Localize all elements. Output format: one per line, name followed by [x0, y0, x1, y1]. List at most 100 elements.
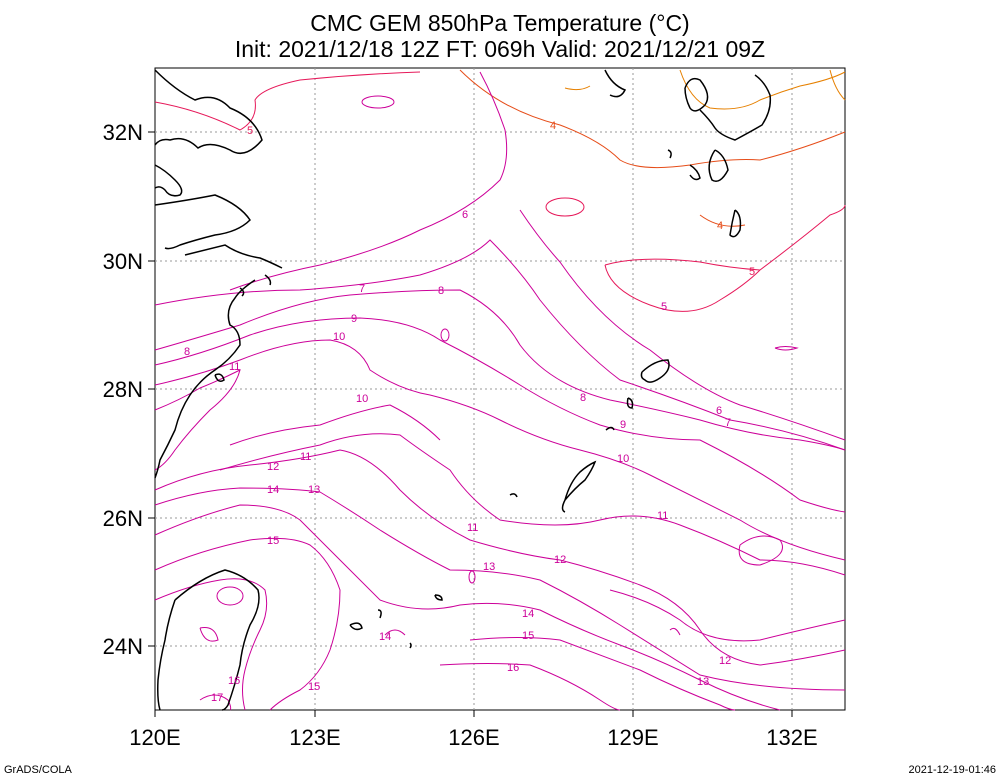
coast-island-a: [708, 149, 729, 182]
contour-label: 14: [522, 608, 534, 620]
contour-3-c: [829, 69, 846, 101]
lat-labels: 32N 30N 28N 26N 24N: [103, 120, 143, 659]
contour-label: 15: [522, 630, 534, 642]
contour-label: 13: [697, 676, 709, 688]
contour-label: 5: [661, 301, 667, 313]
temperature-contours: [154, 69, 846, 711]
coast-tokunoshima: [626, 397, 634, 409]
gridlines: [155, 68, 845, 710]
contour-label: 14: [267, 484, 279, 496]
contour-16-a: [154, 578, 268, 711]
lat-label: 32N: [103, 120, 143, 145]
contour-label: 12: [267, 461, 279, 473]
contour-10-a: [154, 339, 846, 561]
contour-14-c: [669, 627, 681, 636]
contour-label: 16: [507, 662, 519, 674]
contour-label: 8: [438, 285, 444, 297]
contour-9-a: [154, 317, 846, 513]
contour-13-a: [154, 487, 846, 691]
coast-china-zhejiang-south: [184, 244, 283, 269]
contour-label: 11: [229, 361, 240, 373]
contour-5-a: [154, 71, 421, 131]
coast-china-north: [154, 69, 263, 155]
contour-4-a: [459, 69, 846, 169]
coast-hateruma: [409, 642, 412, 649]
coast-ishigaki: [349, 622, 363, 631]
contour-label: 7: [725, 417, 731, 429]
contour-label: 10: [617, 453, 629, 465]
contour-label: 8: [184, 346, 190, 358]
contour-label: 17: [211, 692, 223, 704]
lon-label: 123E: [289, 725, 340, 750]
coast-amami: [640, 359, 670, 383]
lat-label: 24N: [103, 634, 143, 659]
map-subtitle: Init: 2021/12/18 12Z FT: 069h Valid: 202…: [235, 36, 765, 62]
coast-kume: [509, 493, 518, 498]
contour-label: 12: [554, 554, 566, 566]
contour-label: 11: [467, 522, 478, 534]
coast-miyako: [434, 594, 443, 601]
coast-iriomote: [377, 609, 382, 619]
lon-label: 132E: [766, 725, 817, 750]
contour-15-a: [154, 537, 341, 711]
contour-label: 10: [356, 393, 368, 405]
contour-label: 7: [359, 283, 365, 295]
contour-label: 11: [657, 510, 668, 522]
contour-14-b: [384, 629, 406, 636]
contour-5-e: [774, 346, 799, 351]
lon-label: 126E: [448, 725, 499, 750]
axis-ticks: [148, 131, 793, 717]
coast-okinoerabu: [605, 426, 615, 431]
contour-label: 8: [580, 392, 586, 404]
coast-china-fujian: [154, 279, 256, 479]
coast-kyushu: [699, 74, 772, 141]
contour-8-b: [440, 328, 450, 342]
contour-label-group: 4 4 5 5 5 6 6 7 7 8 8 8 9 9 10 10 10 11 …: [184, 120, 755, 704]
contour-16-b: [439, 663, 621, 711]
coast-matsu: [214, 373, 225, 382]
contour-label: 9: [351, 313, 357, 325]
contour-12-a: [154, 449, 846, 666]
contour-5-b: [604, 204, 846, 312]
contour-label: 15: [267, 535, 279, 547]
contour-label: 12: [719, 655, 731, 667]
contour-3-b: [679, 69, 846, 110]
footer-timestamp: 2021-12-19-01:46: [909, 764, 996, 776]
coastlines: [154, 69, 772, 711]
coast-island-d: [689, 164, 701, 181]
contour-11-c: [609, 589, 846, 642]
contour-11-b: [219, 433, 846, 576]
contour-label: 5: [749, 266, 755, 278]
contour-17-a: [199, 694, 232, 711]
contour-label: 6: [716, 405, 722, 417]
contour-label: 5: [247, 125, 253, 137]
coast-island-c: [667, 149, 672, 159]
contour-label: 15: [308, 681, 320, 693]
coast-china-hangzhou: [154, 164, 183, 197]
lat-label: 30N: [103, 249, 143, 274]
contour-label: 10: [333, 331, 345, 343]
lon-labels: 120E 123E 126E 129E 132E: [129, 725, 817, 750]
contour-label: 6: [462, 209, 468, 221]
contour-10-b: [229, 404, 441, 446]
contour-11-a: [154, 369, 241, 471]
lon-label: 120E: [129, 725, 180, 750]
coast-taiwan: [157, 569, 260, 711]
contour-6-a: [229, 71, 508, 291]
coast-china-zhejiang: [154, 194, 251, 250]
lat-label: 26N: [103, 506, 143, 531]
contour-label: 16: [228, 675, 240, 687]
contour-16-c: [216, 586, 244, 606]
contour-6-b: [519, 209, 846, 441]
contour-6-c: [361, 95, 395, 109]
coast-island-b: [729, 209, 742, 238]
contour-5-d: [545, 197, 585, 217]
contour-15-b: [469, 637, 736, 711]
contour-5-c: [604, 258, 761, 271]
coast-zhoushan-b: [264, 274, 272, 286]
contour-10-c: [738, 535, 783, 566]
footer-credit: GrADS/COLA: [4, 764, 73, 776]
contour-label: 13: [483, 561, 495, 573]
coast-zhoushan-a: [239, 287, 245, 297]
